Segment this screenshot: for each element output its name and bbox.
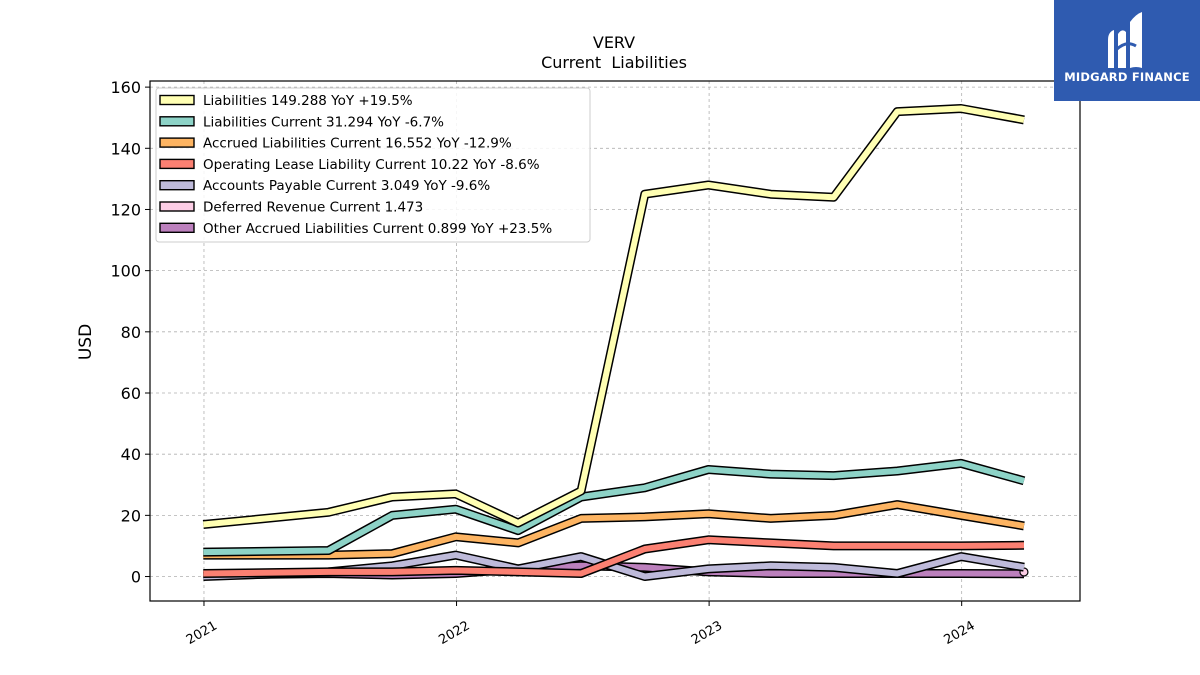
y-tick-label: 80: [121, 323, 141, 342]
legend-box: [155, 87, 591, 243]
legend-label: Accrued Liabilities Current 16.552 YoY -…: [203, 136, 512, 152]
series-lines: [202, 104, 1029, 581]
y-tick-label: 20: [121, 506, 141, 525]
legend-swatch: [159, 137, 195, 148]
chart-title: VERV: [593, 33, 635, 52]
legend: Liabilities 149.288 YoY +19.5% Liabilitie…: [155, 87, 591, 243]
x-tick-label: 2023: [689, 618, 725, 648]
brand-logo: MIDGARD FINANCE: [1054, 0, 1200, 101]
x-tick-label: 2021: [184, 618, 220, 648]
y-tick-label: 120: [110, 200, 141, 219]
y-tick-label: 0: [131, 568, 141, 587]
axes: 0 20 40 60 80 100 120 140 160 2021 2022 2023 2024: [110, 78, 977, 648]
series-line-operating-lease-liability-current: [203, 536, 1025, 577]
y-axis-label: USD: [76, 324, 96, 360]
legend-swatch: [159, 201, 195, 212]
legend-swatch: [159, 94, 195, 106]
legend-label: Other Accrued Liabilities Current 0.899 …: [203, 221, 552, 237]
brand-name: MIDGARD FINANCE: [1064, 70, 1190, 84]
legend-swatch: [159, 222, 195, 234]
series-line-liabilities: [203, 105, 1025, 528]
legend-label: Accounts Payable Current 3.049 YoY -9.6%: [203, 178, 490, 194]
legend-swatch: [159, 158, 195, 170]
x-tick-label: 2024: [942, 618, 978, 648]
series-line-accounts-payable-current: [203, 552, 1025, 580]
series-line-liabilities-current: [203, 460, 1025, 556]
legend-swatch: [159, 179, 195, 191]
series-line-accrued-liabilities-current: [203, 501, 1025, 559]
y-tick-label: 140: [110, 139, 141, 158]
legend-label: Operating Lease Liability Current 10.22 …: [203, 157, 540, 173]
plot-frame: [149, 80, 1081, 602]
chart-subtitle: Current Liabilities: [541, 53, 687, 72]
y-tick-label: 60: [121, 384, 141, 403]
legend-label: Liabilities Current 31.294 YoY -6.7%: [203, 114, 444, 130]
x-tick-label: 2022: [436, 618, 472, 648]
logo-mark-icon: [1108, 12, 1142, 68]
y-tick-label: 40: [121, 445, 141, 464]
legend-label: Liabilities 149.288 YoY +19.5%: [203, 93, 413, 109]
legend-swatch: [159, 116, 195, 127]
y-tick-label: 100: [110, 262, 141, 281]
y-tick-label: 160: [110, 78, 141, 97]
legend-label: Deferred Revenue Current 1.473: [203, 200, 423, 216]
